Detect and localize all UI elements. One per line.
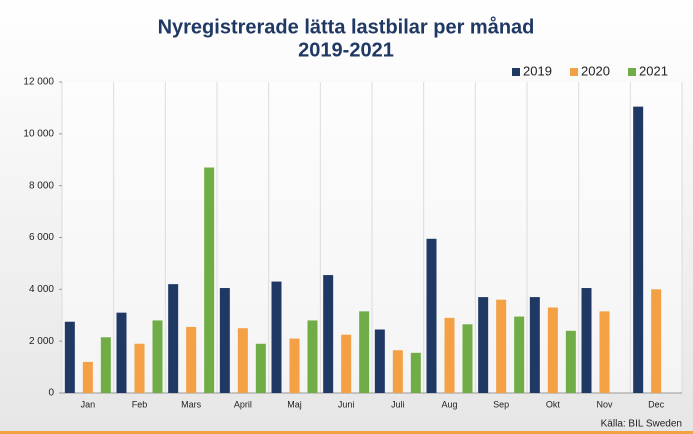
x-tick-label: Sep bbox=[493, 399, 509, 409]
bar bbox=[186, 326, 197, 393]
y-tick-label: 12 000 bbox=[23, 77, 54, 88]
bar bbox=[581, 288, 592, 393]
x-tick-label: Dec bbox=[648, 399, 665, 409]
legend-swatch bbox=[570, 68, 578, 76]
x-tick-label: Juli bbox=[391, 399, 405, 409]
x-tick-label: Jan bbox=[81, 399, 96, 409]
bar bbox=[599, 311, 610, 393]
bar bbox=[134, 343, 145, 393]
bar bbox=[255, 343, 266, 393]
bar bbox=[444, 317, 455, 393]
bar bbox=[168, 284, 179, 393]
bar bbox=[514, 316, 525, 393]
x-tick-label: Feb bbox=[132, 399, 148, 409]
x-tick-label: Aug bbox=[441, 399, 457, 409]
source: Källa: BIL Sweden bbox=[601, 419, 682, 430]
legend-swatch bbox=[512, 68, 520, 76]
bar bbox=[392, 350, 403, 393]
bar bbox=[116, 312, 127, 393]
chart-title: 2019-2021 bbox=[298, 39, 394, 61]
bar bbox=[426, 238, 437, 393]
bar bbox=[633, 106, 644, 393]
y-tick-label: 10 000 bbox=[23, 128, 54, 139]
bar bbox=[237, 328, 248, 393]
x-tick-label: Mars bbox=[181, 399, 201, 409]
bar bbox=[204, 167, 215, 393]
bar bbox=[82, 361, 93, 393]
x-tick-label: Nov bbox=[596, 399, 613, 409]
bar bbox=[64, 321, 75, 393]
y-tick-label: 2 000 bbox=[29, 336, 54, 347]
chart-title: Nyregistrerade lätta lastbilar per månad bbox=[158, 15, 535, 38]
bar bbox=[100, 337, 111, 393]
bar bbox=[651, 289, 662, 393]
legend-label: 2019 bbox=[523, 63, 552, 78]
bar bbox=[271, 281, 282, 393]
x-tick-label: April bbox=[234, 399, 252, 409]
bar bbox=[289, 338, 300, 393]
bar bbox=[410, 352, 421, 393]
bar bbox=[341, 334, 352, 393]
y-tick-label: 4 000 bbox=[29, 284, 54, 295]
bar bbox=[359, 311, 370, 393]
y-tick-label: 0 bbox=[48, 388, 54, 399]
y-tick-label: 6 000 bbox=[29, 232, 54, 243]
x-tick-label: Okt bbox=[546, 399, 561, 409]
bar bbox=[496, 299, 507, 393]
bar bbox=[529, 297, 540, 393]
y-tick-label: 8 000 bbox=[29, 180, 54, 191]
legend-label: 2021 bbox=[639, 63, 668, 78]
bar bbox=[462, 324, 473, 393]
legend-swatch bbox=[628, 68, 636, 76]
bar bbox=[565, 330, 576, 393]
bar bbox=[152, 320, 163, 393]
bar bbox=[307, 320, 318, 393]
bottom-stripe bbox=[0, 431, 693, 434]
x-tick-label: Maj bbox=[287, 399, 302, 409]
bar bbox=[219, 288, 230, 393]
bar bbox=[547, 307, 558, 393]
x-tick-label: Juni bbox=[338, 399, 355, 409]
legend-label: 2020 bbox=[581, 63, 610, 78]
bar bbox=[374, 329, 385, 393]
bar bbox=[478, 297, 489, 393]
bar bbox=[323, 275, 334, 393]
